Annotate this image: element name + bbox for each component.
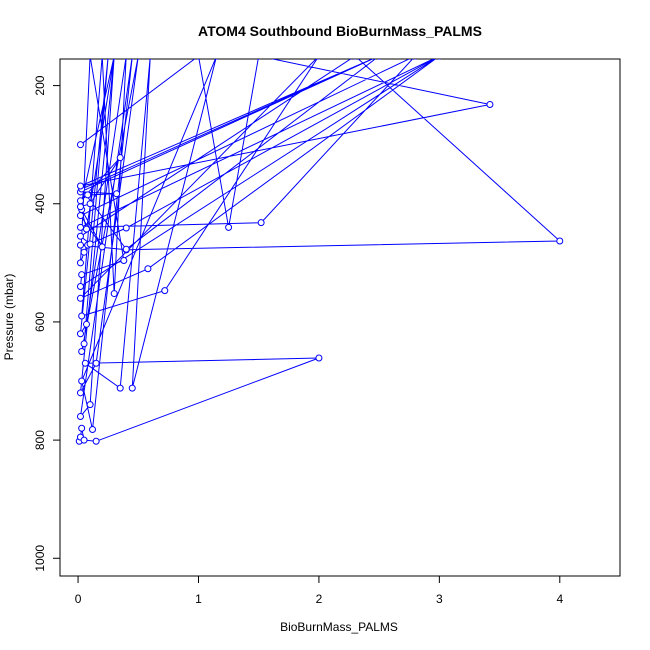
series-layer — [75, 59, 564, 445]
data-point — [317, 59, 321, 60]
data-point — [86, 401, 94, 409]
data-point — [78, 377, 86, 385]
x-axis: 0 1 2 3 4 — [75, 575, 563, 606]
y-tick-label: 200 — [33, 75, 47, 95]
data-point — [106, 59, 111, 60]
data-point — [110, 290, 118, 298]
chart-title: ATOM4 Southbound BioBurnMass_PALMS — [198, 23, 482, 39]
data-point — [76, 212, 84, 220]
data-point — [161, 287, 169, 295]
data-point — [76, 232, 84, 240]
data-point — [76, 197, 84, 205]
data-point — [413, 59, 418, 60]
data-point — [89, 425, 97, 433]
data-point — [112, 59, 117, 60]
data-point — [116, 384, 124, 392]
data-point — [76, 241, 84, 249]
data-point — [78, 424, 86, 432]
data-point — [128, 384, 136, 392]
data-point — [256, 59, 261, 60]
data-point — [82, 320, 90, 328]
data-point — [88, 59, 92, 60]
data-point — [315, 354, 323, 362]
data-point — [86, 200, 94, 208]
data-point — [353, 59, 357, 60]
data-point — [122, 245, 130, 253]
x-tick-label: 3 — [436, 592, 443, 606]
data-point — [82, 225, 90, 233]
data-point — [76, 412, 84, 420]
y-tick-label: 600 — [33, 312, 47, 332]
data-point — [148, 59, 153, 60]
data-point — [116, 154, 124, 162]
data-point — [92, 359, 100, 367]
data-point — [98, 243, 106, 251]
x-tick-label: 1 — [195, 592, 202, 606]
data-point — [257, 219, 265, 227]
data-point — [80, 436, 88, 444]
data-point — [76, 203, 84, 211]
data-point — [76, 141, 84, 149]
data-point — [225, 223, 233, 231]
data-point — [76, 294, 84, 302]
data-point — [377, 59, 382, 60]
data-point — [556, 237, 564, 245]
data-point — [76, 259, 84, 267]
data-point — [80, 340, 88, 348]
data-point — [81, 359, 89, 367]
data-point — [130, 59, 135, 60]
data-point — [78, 347, 86, 355]
data-point — [86, 240, 94, 248]
data-point — [84, 191, 92, 199]
data-point — [80, 248, 88, 256]
data-point — [113, 190, 121, 198]
data-point — [437, 59, 442, 60]
y-axis: 200 400 600 800 1000 — [33, 75, 61, 572]
data-point — [78, 271, 86, 279]
x-tick-label: 4 — [556, 592, 563, 606]
data-point — [136, 59, 141, 60]
data-point — [92, 437, 100, 445]
x-tick-label: 2 — [316, 592, 323, 606]
y-tick-label: 800 — [33, 430, 47, 450]
data-point — [100, 59, 105, 60]
data-point — [120, 256, 128, 264]
data-point — [196, 59, 201, 60]
data-point — [122, 224, 130, 232]
x-axis-label: BioBurnMass_PALMS — [280, 620, 398, 634]
data-point — [144, 265, 152, 273]
data-point — [76, 330, 84, 338]
y-tick-label: 1000 — [33, 545, 47, 572]
data-point — [76, 182, 84, 190]
data-point — [76, 389, 84, 397]
data-point — [76, 223, 84, 231]
data-point — [486, 100, 494, 108]
data-point — [214, 59, 219, 60]
x-tick-label: 0 — [75, 592, 82, 606]
data-point — [78, 312, 86, 320]
y-tick-label: 400 — [33, 193, 47, 213]
y-axis-label: Pressure (mbar) — [2, 274, 16, 361]
data-point — [124, 59, 129, 60]
data-point — [76, 282, 84, 290]
